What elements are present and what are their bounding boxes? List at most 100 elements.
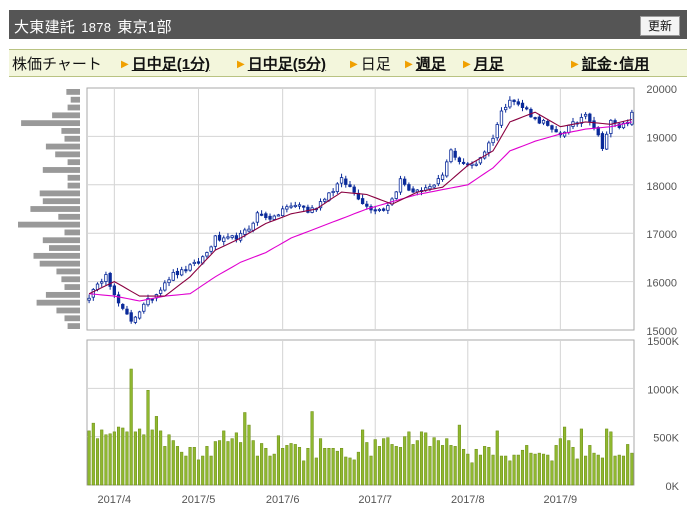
volume-bar — [453, 446, 457, 486]
price-panel — [86, 87, 635, 331]
volume-bar — [373, 439, 377, 486]
candle-body — [600, 133, 605, 149]
volume-profile-bar — [52, 112, 80, 119]
volume-profile-bar — [64, 135, 80, 142]
volume-bar — [95, 438, 100, 486]
candle-body — [474, 163, 478, 166]
candle-body — [196, 261, 201, 264]
volume-bar — [529, 452, 533, 486]
candle-body — [323, 198, 327, 202]
volume-bar — [180, 451, 184, 486]
candle-body — [541, 119, 546, 124]
candle-body — [137, 311, 142, 319]
volume-bar — [306, 448, 310, 486]
candle-body — [630, 111, 634, 125]
tab-intraday-5min[interactable]: ▶ 日中足(5分) — [237, 53, 326, 74]
candle-body — [453, 150, 457, 158]
volume-bar — [428, 446, 432, 486]
candle-body — [234, 235, 239, 240]
volume-bar — [495, 430, 499, 486]
volume-bar — [302, 460, 306, 486]
candle-body — [504, 106, 508, 111]
candle-body — [428, 186, 432, 190]
volume-bar — [112, 431, 116, 486]
candle-body — [331, 190, 335, 193]
triangle-right-icon: ▶ — [463, 59, 471, 70]
volume-profile-bar — [42, 237, 80, 244]
stock-code: 1878 — [81, 20, 112, 35]
volume-bar — [541, 453, 546, 486]
candle-body — [550, 125, 554, 130]
volume-bar — [243, 412, 247, 486]
candle-body — [289, 205, 293, 208]
volume-bar — [100, 429, 104, 486]
tab-weekly[interactable]: ▶ 週足 — [405, 53, 446, 74]
candle-body — [436, 178, 441, 185]
volume-bar — [344, 456, 348, 486]
tab-label: 証金･信用 — [581, 56, 650, 73]
volume-bar — [504, 455, 508, 486]
candle-body — [121, 303, 125, 309]
candle-body — [205, 252, 209, 257]
volume-bar — [314, 457, 318, 486]
volume-profile-bar — [42, 167, 80, 173]
volume-bar — [499, 455, 504, 486]
volume-bar — [327, 448, 331, 486]
candle-body — [112, 285, 117, 296]
volume-bar — [554, 445, 558, 486]
candle-body — [108, 272, 112, 287]
volume-bar — [558, 438, 562, 486]
volume-profile-bar — [45, 291, 80, 298]
volume-bar — [331, 448, 335, 486]
candle-body — [180, 269, 184, 276]
volume-bar — [600, 457, 604, 486]
candle-body — [217, 234, 222, 241]
volume-bar — [361, 429, 365, 486]
volume-bar — [150, 429, 154, 486]
tab-margin-credit[interactable]: ▶ 証金･信用 — [571, 53, 649, 74]
volume-profile-bar — [55, 151, 80, 158]
volume-profile-bar — [67, 159, 80, 166]
volume-bar — [188, 447, 192, 486]
tab-monthly[interactable]: ▶ 月足 — [463, 53, 504, 74]
refresh-button[interactable]: 更新 — [639, 16, 680, 36]
tab-intraday-1min[interactable]: ▶ 日中足(1分) — [121, 53, 210, 74]
candle-body — [348, 184, 352, 187]
volume-bar — [411, 444, 415, 486]
volume-bar — [419, 431, 424, 486]
tab-label: 日足 — [360, 56, 391, 73]
volume-bar — [390, 444, 394, 486]
tab-label: 週足 — [415, 56, 446, 73]
candle-body — [306, 206, 310, 213]
volume-bar — [579, 428, 583, 486]
volume-bar — [196, 459, 201, 486]
candle-body — [604, 133, 609, 150]
date-tick-label: 2017/6 — [266, 494, 300, 506]
candlesticks — [87, 96, 634, 325]
volume-profile-bar — [61, 128, 80, 134]
candle-body — [377, 208, 382, 211]
candle-body — [491, 137, 495, 144]
volume-bar — [520, 449, 525, 486]
date-tick-label: 2017/8 — [451, 494, 485, 506]
volume-bar — [609, 431, 613, 486]
candle-body — [133, 316, 138, 323]
candle-body — [268, 215, 272, 220]
volume-profile-bar — [49, 245, 80, 251]
volume-bar — [91, 422, 95, 486]
candle-body — [596, 127, 600, 136]
volume-profile-bar — [64, 315, 80, 322]
volume-bar — [213, 441, 217, 486]
volume-bar — [264, 448, 268, 486]
candle-body — [445, 161, 449, 177]
volume-bar — [192, 447, 196, 486]
volume-bar — [424, 432, 428, 486]
volume-bar — [268, 455, 272, 486]
price-tick-label: 20000 — [646, 84, 677, 96]
candle-body — [520, 102, 525, 108]
candle-body — [184, 269, 188, 272]
volume-bar — [175, 446, 180, 486]
volume-bar — [512, 454, 516, 486]
volume-bar — [146, 390, 150, 486]
candle-body — [592, 120, 596, 129]
